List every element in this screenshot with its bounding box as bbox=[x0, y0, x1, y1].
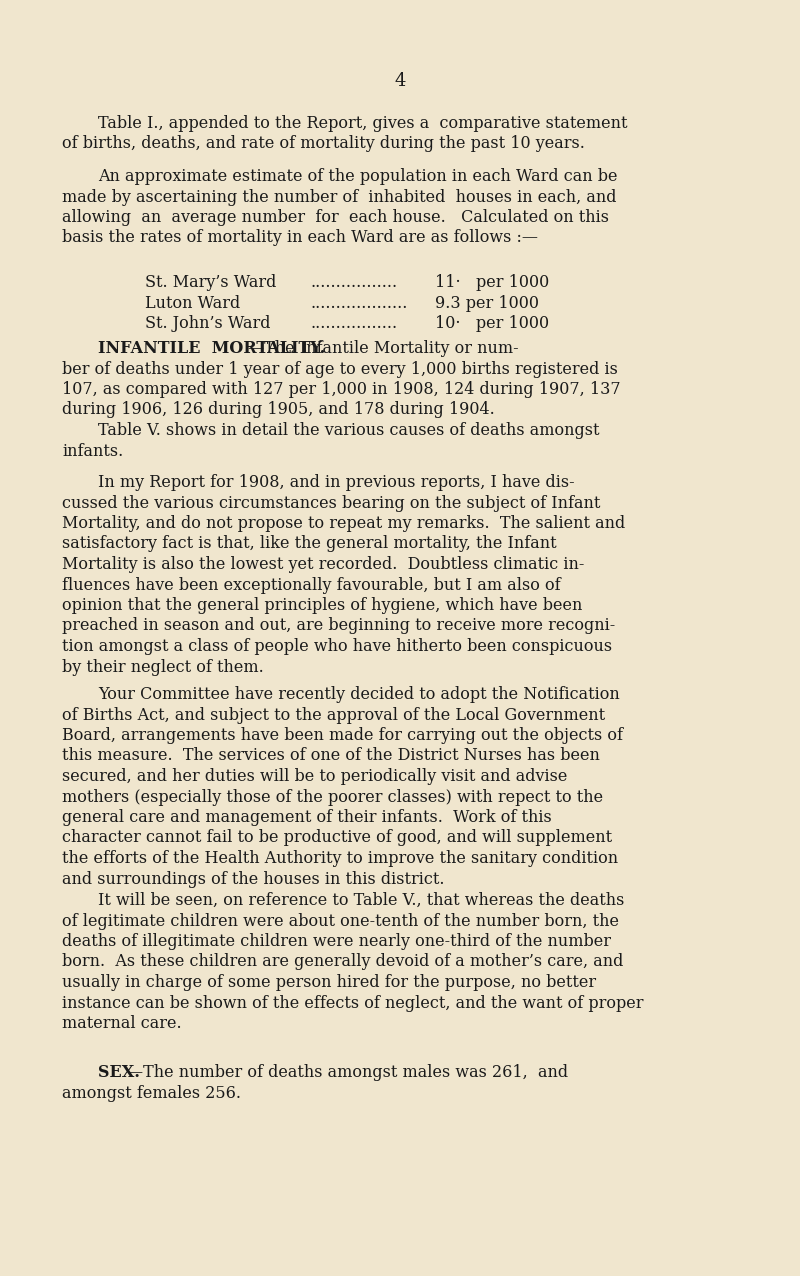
Text: and surroundings of the houses in this district.: and surroundings of the houses in this d… bbox=[62, 870, 445, 888]
Text: infants.: infants. bbox=[62, 443, 123, 459]
Text: of Births Act, and subject to the approval of the Local Government: of Births Act, and subject to the approv… bbox=[62, 707, 605, 723]
Text: 9.3 per 1000: 9.3 per 1000 bbox=[435, 295, 539, 311]
Text: Mortality, and do not propose to repeat my remarks.  The salient and: Mortality, and do not propose to repeat … bbox=[62, 516, 626, 532]
Text: fluences have been exceptionally favourable, but I am also of: fluences have been exceptionally favoura… bbox=[62, 577, 561, 593]
Text: It will be seen, on reference to Table V., that whereas the deaths: It will be seen, on reference to Table V… bbox=[98, 892, 624, 909]
Text: Your Committee have recently decided to adopt the Notification: Your Committee have recently decided to … bbox=[98, 686, 620, 703]
Text: INFANTILE  MORTALITY.: INFANTILE MORTALITY. bbox=[98, 339, 326, 357]
Text: opinion that the general principles of hygiene, which have been: opinion that the general principles of h… bbox=[62, 597, 582, 614]
Text: An approximate estimate of the population in each Ward can be: An approximate estimate of the populatio… bbox=[98, 168, 618, 185]
Text: allowing  an  average number  for  each house.   Calculated on this: allowing an average number for each hous… bbox=[62, 209, 609, 226]
Text: 4: 4 bbox=[394, 71, 406, 91]
Text: character cannot fail to be productive of good, and will supplement: character cannot fail to be productive o… bbox=[62, 829, 612, 846]
Text: Table V. shows in detail the various causes of deaths amongst: Table V. shows in detail the various cau… bbox=[98, 422, 599, 439]
Text: 107, as compared with 127 per 1,000 in 1908, 124 during 1907, 137: 107, as compared with 127 per 1,000 in 1… bbox=[62, 382, 621, 398]
Text: Mortality is also the lowest yet recorded.  Doubtless climatic in-: Mortality is also the lowest yet recorde… bbox=[62, 556, 584, 573]
Text: 10·   per 1000: 10· per 1000 bbox=[435, 315, 549, 332]
Text: of births, deaths, and rate of mortality during the past 10 years.: of births, deaths, and rate of mortality… bbox=[62, 135, 585, 153]
Text: maternal care.: maternal care. bbox=[62, 1014, 182, 1032]
Text: preached in season and out, are beginning to receive more recogni-: preached in season and out, are beginnin… bbox=[62, 618, 615, 634]
Text: by their neglect of them.: by their neglect of them. bbox=[62, 658, 264, 675]
Text: basis the rates of mortality in each Ward are as follows :—: basis the rates of mortality in each War… bbox=[62, 230, 538, 246]
Text: ber of deaths under 1 year of age to every 1,000 births registered is: ber of deaths under 1 year of age to eve… bbox=[62, 361, 618, 378]
Text: amongst females 256.: amongst females 256. bbox=[62, 1085, 241, 1101]
Text: Board, arrangements have been made for carrying out the objects of: Board, arrangements have been made for c… bbox=[62, 727, 623, 744]
Text: mothers (especially those of the poorer classes) with repect to the: mothers (especially those of the poorer … bbox=[62, 789, 603, 805]
Text: In my Report for 1908, and in previous reports, I have dis-: In my Report for 1908, and in previous r… bbox=[98, 473, 574, 491]
Text: Table I., appended to the Report, gives a  comparative statement: Table I., appended to the Report, gives … bbox=[98, 115, 627, 131]
Text: ...................: ................... bbox=[310, 295, 407, 311]
Text: St. John’s Ward: St. John’s Ward bbox=[145, 315, 270, 332]
Text: secured, and her duties will be to periodically visit and advise: secured, and her duties will be to perio… bbox=[62, 768, 567, 785]
Text: St. Mary’s Ward: St. Mary’s Ward bbox=[145, 274, 276, 291]
Text: general care and management of their infants.  Work of this: general care and management of their inf… bbox=[62, 809, 552, 826]
Text: SEX.: SEX. bbox=[98, 1064, 140, 1081]
Text: instance can be shown of the effects of neglect, and the want of proper: instance can be shown of the effects of … bbox=[62, 994, 643, 1012]
Text: tion amongst a class of people who have hitherto been conspicuous: tion amongst a class of people who have … bbox=[62, 638, 612, 655]
Text: —The number of deaths amongst males was 261,  and: —The number of deaths amongst males was … bbox=[126, 1064, 568, 1081]
Text: of legitimate children were about one-tenth of the number born, the: of legitimate children were about one-te… bbox=[62, 912, 619, 929]
Text: born.  As these children are generally devoid of a mother’s care, and: born. As these children are generally de… bbox=[62, 953, 623, 971]
Text: cussed the various circumstances bearing on the subject of Infant: cussed the various circumstances bearing… bbox=[62, 495, 600, 512]
Text: satisfactory fact is that, like the general mortality, the Infant: satisfactory fact is that, like the gene… bbox=[62, 536, 557, 553]
Text: 11·   per 1000: 11· per 1000 bbox=[435, 274, 550, 291]
Text: the efforts of the Health Authority to improve the sanitary condition: the efforts of the Health Authority to i… bbox=[62, 850, 618, 866]
Text: —The Infantile Mortality or num-: —The Infantile Mortality or num- bbox=[248, 339, 518, 357]
Text: during 1906, 126 during 1905, and 178 during 1904.: during 1906, 126 during 1905, and 178 du… bbox=[62, 402, 494, 419]
Text: .................: ................. bbox=[310, 315, 397, 332]
Text: deaths of illegitimate children were nearly one-third of the number: deaths of illegitimate children were nea… bbox=[62, 933, 611, 951]
Text: made by ascertaining the number of  inhabited  houses in each, and: made by ascertaining the number of inhab… bbox=[62, 189, 617, 205]
Text: Luton Ward: Luton Ward bbox=[145, 295, 240, 311]
Text: .................: ................. bbox=[310, 274, 397, 291]
Text: this measure.  The services of one of the District Nurses has been: this measure. The services of one of the… bbox=[62, 748, 600, 764]
Text: usually in charge of some person hired for the purpose, no better: usually in charge of some person hired f… bbox=[62, 974, 596, 991]
